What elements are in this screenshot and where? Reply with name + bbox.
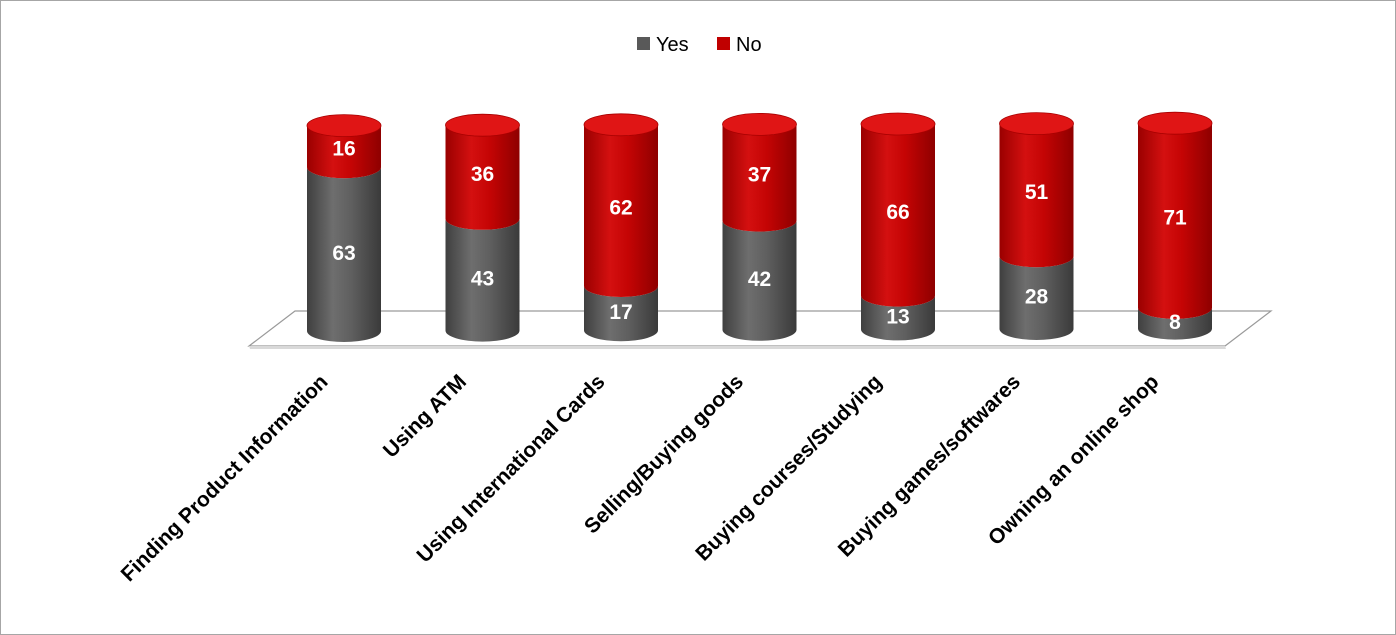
bar-group [1137,111,1213,340]
bar-yes [307,167,381,342]
bar-no [861,124,935,307]
data-label-no: 62 [609,196,632,219]
bar-cap [306,114,382,137]
data-label-yes: 42 [748,268,771,291]
legend-label-no: No [736,34,762,56]
data-label-no: 51 [1025,181,1049,204]
data-label-no: 66 [886,201,909,224]
bar-yes [445,218,520,342]
bar-yes [1138,307,1212,340]
bar-no [584,124,658,297]
bar-yes [584,286,658,342]
chart-floor-shadow [249,346,1226,349]
bar-group [722,113,797,341]
bar-group [445,113,520,342]
bar-cap [1137,111,1213,135]
bar-yes [861,295,935,341]
data-label-no: 71 [1163,207,1187,230]
category-label: Using ATM [379,370,471,462]
legend-label-yes: Yes [656,34,689,56]
category-label: Selling/Buying goods [580,370,748,538]
bar-group [999,112,1074,340]
bar-cap [860,112,936,136]
data-label-no: 36 [471,163,494,186]
bar-group [860,112,936,341]
data-label-yes: 28 [1025,286,1049,309]
bar-cap [445,113,520,137]
data-label-yes: 8 [1169,311,1181,334]
legend-swatch-no [717,37,730,50]
bar-no [999,123,1074,268]
data-label-yes: 13 [886,306,909,329]
bar-cap [583,113,659,137]
data-label-no: 37 [748,164,771,187]
data-label-no: 16 [332,137,355,160]
bar-no [307,125,381,179]
bar-no [1138,123,1212,319]
bar-yes [999,256,1074,340]
category-label: Finding Product Information [117,370,333,586]
bar-no [722,124,797,232]
data-label-yes: 43 [471,268,494,291]
data-label-yes: 17 [609,301,632,324]
bar-group [306,114,382,342]
bar-cap [722,113,797,136]
bar-no [445,125,520,230]
data-label-yes: 63 [332,242,355,265]
data-labels-layer: 63 16 43 36 17 62 42 37 13 66 28 51 8 71 [332,137,1187,334]
bars-layer [306,111,1213,342]
category-labels-layer: Finding Product Information Using ATMUsin… [117,370,1164,586]
bar-group [583,113,659,342]
bar-yes [722,220,797,341]
bar-cap [999,112,1074,135]
legend-swatch-yes [637,37,650,50]
legend: Yes No [637,34,762,56]
